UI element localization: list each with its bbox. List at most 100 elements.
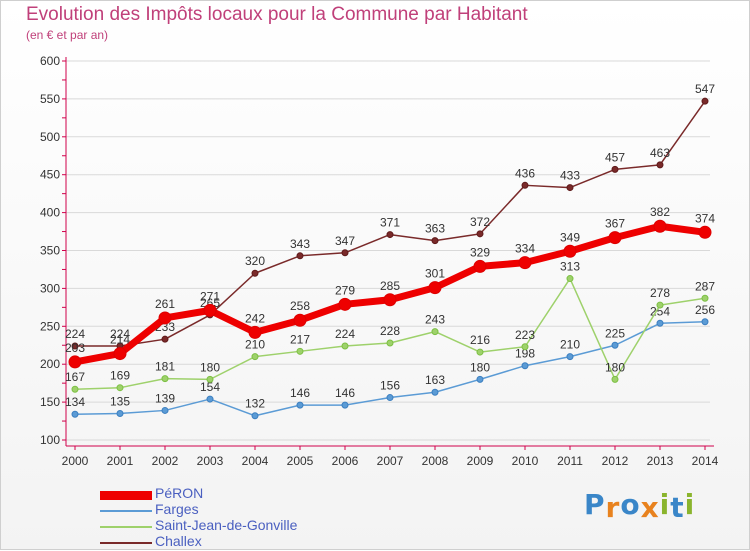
data-point [116,409,124,417]
data-label: 271 [200,289,220,303]
data-point [161,406,169,414]
data-label: 320 [245,254,265,268]
logo-letter: x [640,491,660,524]
data-label: 301 [425,267,445,281]
data-point [341,342,349,350]
data-point [521,181,529,189]
data-label: 134 [65,395,85,409]
data-point [521,343,529,351]
legend-swatch [100,542,152,544]
data-label: 181 [155,360,175,374]
data-point [653,219,667,233]
data-label: 374 [695,211,715,225]
data-label: 180 [605,360,625,374]
x-tick-label: 2010 [512,454,539,468]
x-tick-label: 2000 [62,454,89,468]
data-label: 224 [335,327,355,341]
data-point [296,252,304,260]
data-point [296,347,304,355]
data-point [611,165,619,173]
data-point [428,281,442,295]
data-label: 139 [155,391,175,405]
data-point [431,388,439,396]
data-label: 223 [515,328,535,342]
data-point [656,319,664,327]
data-point [476,348,484,356]
data-point [611,375,619,383]
data-label: 163 [425,373,445,387]
chart-subtitle: (en € et par an) [26,28,109,42]
data-label: 371 [380,216,400,230]
y-tick-label: 200 [40,357,60,371]
data-point [431,237,439,245]
data-point [113,347,127,361]
data-point [566,275,574,283]
x-tick-label: 2013 [647,454,674,468]
data-label: 217 [290,332,310,346]
data-label: 367 [605,217,625,231]
data-label: 372 [470,215,490,229]
data-point [431,328,439,336]
data-label: 278 [650,286,670,300]
data-point [518,256,532,270]
data-point [71,385,79,393]
data-point [566,184,574,192]
data-point [563,244,577,258]
data-point [656,161,664,169]
data-label: 225 [605,326,625,340]
x-tick-label: 2004 [242,454,269,468]
data-point [611,341,619,349]
x-tick-label: 2005 [287,454,314,468]
data-point [656,301,664,309]
data-point [251,412,259,420]
x-tick-label: 2009 [467,454,494,468]
data-label: 203 [65,341,85,355]
legend-swatch [100,526,152,528]
data-label: 436 [515,166,535,180]
data-label: 258 [290,299,310,313]
data-label: 279 [335,283,355,297]
legend-label: Farges [155,501,199,517]
data-point [161,335,169,343]
data-label: 457 [605,150,625,164]
data-point [251,269,259,277]
data-label: 135 [110,394,130,408]
data-point [566,353,574,361]
y-tick-label: 500 [40,130,60,144]
data-label: 156 [380,379,400,393]
logo-letter: t [670,491,685,524]
logo-letter: i [684,488,696,521]
data-label: 214 [110,333,130,347]
y-tick-label: 300 [40,281,60,295]
data-label: 228 [380,324,400,338]
data-point [701,294,709,302]
x-tick-label: 2008 [422,454,449,468]
data-label: 210 [245,338,265,352]
data-point [248,325,262,339]
data-point [476,375,484,383]
data-label: 224 [65,327,85,341]
data-label: 256 [695,303,715,317]
data-point [698,225,712,239]
data-label: 285 [380,279,400,293]
data-label: 463 [650,146,670,160]
y-tick-label: 550 [40,92,60,106]
data-label: 433 [560,169,580,183]
data-point [206,375,214,383]
data-label: 146 [335,386,355,400]
logo-letter: i [659,488,671,521]
data-label: 167 [65,370,85,384]
data-point [71,410,79,418]
x-tick-label: 2007 [377,454,404,468]
data-point [383,293,397,307]
logo-letter: P [584,488,606,521]
data-point [386,339,394,347]
y-tick-label: 150 [40,395,60,409]
data-label: 349 [560,230,580,244]
data-label: 154 [200,380,220,394]
chart-title: Evolution des Impôts locaux pour la Comm… [26,4,528,25]
data-label: 261 [155,297,175,311]
data-point [158,311,172,325]
data-label: 216 [470,333,490,347]
data-label: 180 [200,360,220,374]
